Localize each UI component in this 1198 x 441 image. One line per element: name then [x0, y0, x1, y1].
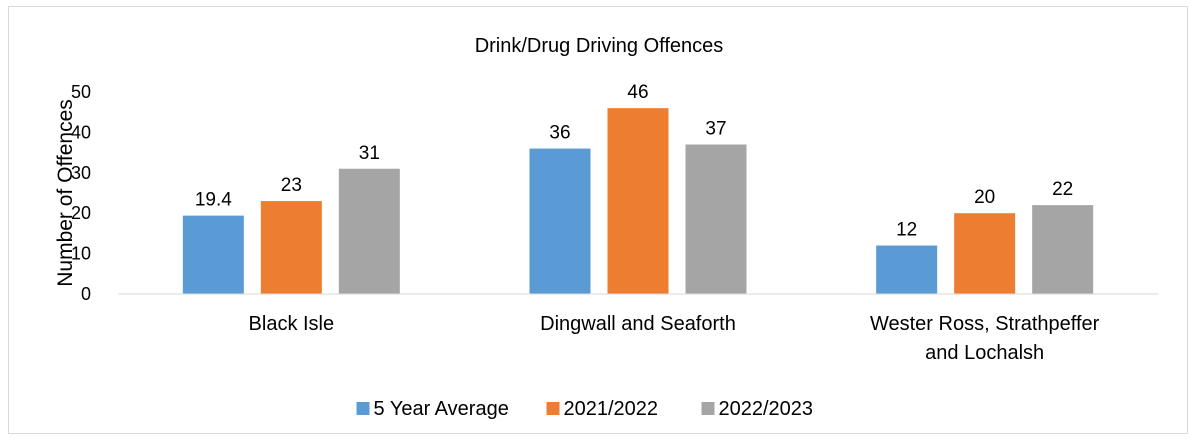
- x-axis-category-labels: Black Isle Dingwall and Seaforth Wester Ro…: [249, 313, 1100, 364]
- x-tick-label: Black Isle: [249, 313, 335, 335]
- legend-swatch: [356, 402, 370, 415]
- legend: 5 Year Average 2021/2022 2022/2023: [356, 398, 814, 420]
- bar: [529, 148, 591, 294]
- data-label: 23: [281, 175, 302, 196]
- bar: [338, 168, 400, 294]
- chart-title: Drink/Drug Driving Offences: [475, 35, 724, 57]
- data-label: 46: [627, 82, 648, 103]
- data-label: 22: [1052, 179, 1073, 200]
- legend-swatch: [546, 402, 560, 415]
- bar: [607, 108, 669, 294]
- y-tick-label: 0: [81, 284, 91, 304]
- bar: [876, 245, 938, 294]
- x-tick-label: Wester Ross, Strathpeffer: [870, 313, 1100, 335]
- bar: [260, 201, 322, 294]
- data-label: 20: [974, 187, 995, 208]
- data-label: 31: [359, 143, 380, 164]
- data-label: 19.4: [195, 190, 232, 211]
- bar: [182, 215, 244, 294]
- data-label: 37: [705, 119, 726, 140]
- legend-swatch: [701, 402, 715, 415]
- y-axis-ticks: 0 10 20 30 40 50: [71, 82, 91, 304]
- bar: [954, 213, 1016, 294]
- legend-label: 2021/2022: [564, 398, 659, 420]
- y-tick-label: 30: [71, 163, 91, 183]
- legend-label: 5 Year Average: [374, 398, 509, 420]
- y-tick-label: 20: [71, 203, 91, 223]
- y-tick-label: 40: [71, 122, 91, 142]
- legend-label: 2022/2023: [719, 398, 814, 420]
- data-label: 12: [896, 220, 917, 241]
- bar: [1032, 205, 1094, 294]
- x-tick-label: and Lochalsh: [925, 342, 1044, 364]
- data-label: 36: [549, 123, 570, 144]
- y-tick-label: 50: [71, 82, 91, 102]
- data-labels: 19.4 23 31 36 46 37 12 20 22: [195, 82, 1073, 240]
- x-tick-label: Dingwall and Seaforth: [540, 313, 736, 335]
- bar: [685, 144, 747, 294]
- y-tick-label: 10: [71, 244, 91, 264]
- y-axis-title: Number of Offences: [54, 99, 77, 287]
- bar-series-group: [182, 108, 1094, 294]
